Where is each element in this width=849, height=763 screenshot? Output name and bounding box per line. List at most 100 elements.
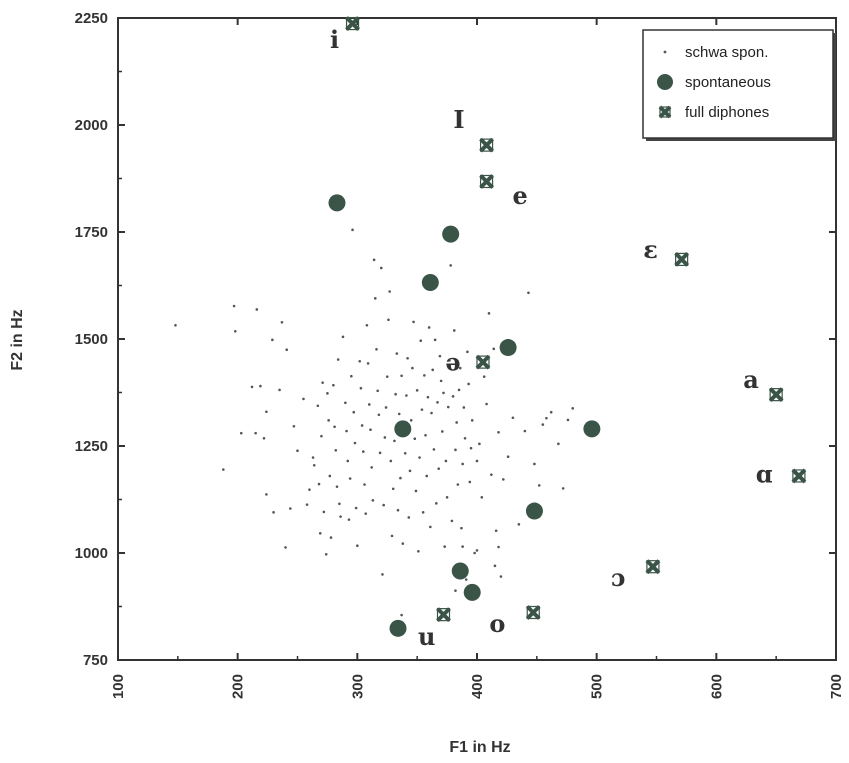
schwa-point bbox=[397, 412, 401, 416]
schwa-point bbox=[421, 511, 425, 514]
schwa-point bbox=[322, 510, 326, 514]
schwa-point bbox=[316, 404, 320, 408]
schwa-point bbox=[467, 382, 470, 386]
schwa-point bbox=[411, 366, 414, 370]
x-tick-label: 100 bbox=[110, 674, 127, 699]
schwa-point bbox=[413, 437, 417, 441]
schwa-point bbox=[443, 545, 446, 548]
schwa-point bbox=[370, 466, 373, 469]
schwa-point bbox=[454, 448, 457, 452]
schwa-point bbox=[460, 526, 463, 530]
schwa-point bbox=[376, 389, 379, 393]
x-tick-label: 300 bbox=[349, 674, 366, 699]
schwa-point bbox=[352, 410, 356, 414]
schwa-point bbox=[449, 264, 452, 267]
schwa-point bbox=[292, 425, 296, 428]
y-tick-label: 2000 bbox=[75, 117, 108, 134]
schwa-point bbox=[174, 324, 177, 327]
x-tick-label: 600 bbox=[708, 674, 725, 699]
x-tick-label: 500 bbox=[589, 674, 606, 699]
schwa-point bbox=[400, 613, 403, 617]
schwa-point bbox=[311, 456, 315, 459]
x-tick-label: 700 bbox=[828, 674, 845, 699]
schwa-point bbox=[405, 394, 408, 397]
schwa-point bbox=[362, 450, 365, 453]
y-tick-label: 2250 bbox=[75, 10, 108, 27]
vowel-label: o bbox=[489, 609, 505, 638]
diphone-cross bbox=[345, 16, 360, 31]
schwa-point bbox=[329, 536, 333, 539]
schwa-point bbox=[511, 416, 515, 420]
schwa-point bbox=[461, 462, 464, 466]
schwa-point bbox=[433, 338, 437, 342]
y-tick-label: 1250 bbox=[75, 438, 108, 455]
y-tick-label: 750 bbox=[83, 652, 108, 669]
schwa-point bbox=[233, 329, 237, 333]
diphone-box bbox=[479, 138, 494, 152]
schwa-point bbox=[426, 395, 430, 399]
schwa-point bbox=[318, 532, 322, 535]
schwa-point bbox=[418, 456, 421, 459]
schwa-point bbox=[389, 459, 393, 463]
schwa-point bbox=[255, 308, 259, 311]
full-diphone-point bbox=[479, 137, 494, 153]
schwa-point bbox=[390, 534, 394, 538]
diphone-cross bbox=[674, 251, 690, 267]
vowel-label: ɑ bbox=[756, 459, 773, 488]
schwa-point bbox=[364, 512, 368, 515]
schwa-point bbox=[439, 379, 443, 383]
schwa-point bbox=[265, 493, 268, 496]
schwa-point bbox=[419, 339, 423, 343]
full-diphone-point bbox=[768, 387, 784, 403]
vowel-label: u bbox=[418, 622, 435, 651]
diphone-cross bbox=[658, 105, 672, 119]
schwa-point bbox=[262, 436, 266, 440]
schwa-point bbox=[360, 424, 364, 427]
schwa-point bbox=[333, 425, 336, 429]
diphone-cross bbox=[479, 174, 494, 189]
spontaneous-point bbox=[499, 339, 517, 357]
schwa-point bbox=[475, 459, 479, 463]
schwa-point bbox=[278, 388, 281, 392]
schwa-point bbox=[339, 515, 342, 518]
schwa-point bbox=[385, 375, 389, 378]
vowel-labels: i Ie ɛ ə a ɑ ɔ o u bbox=[330, 25, 773, 651]
schwa-point bbox=[373, 297, 377, 300]
schwa-point bbox=[368, 403, 371, 406]
schwa-point bbox=[440, 430, 444, 433]
schwa-point bbox=[475, 549, 479, 552]
diphone-box bbox=[479, 174, 494, 189]
schwa-point bbox=[409, 419, 413, 422]
schwa-point bbox=[280, 321, 284, 324]
schwa-point bbox=[332, 383, 335, 387]
schwa-point bbox=[317, 482, 321, 486]
schwa-point bbox=[490, 473, 493, 476]
legend-box bbox=[642, 29, 834, 139]
x-tick-label: 200 bbox=[230, 674, 247, 699]
schwa-point bbox=[561, 487, 565, 490]
schwa-point bbox=[394, 392, 397, 396]
vowel-label: ɔ bbox=[611, 563, 626, 592]
schwa-point bbox=[395, 352, 399, 355]
schwa-point bbox=[296, 449, 299, 453]
schwa-point bbox=[492, 347, 496, 351]
schwa-point bbox=[417, 549, 420, 553]
schwa-point bbox=[446, 405, 450, 409]
schwa-point bbox=[506, 455, 510, 459]
schwa-point bbox=[414, 489, 418, 493]
full-diphone-point bbox=[479, 174, 494, 189]
vowel-label: ə bbox=[445, 348, 460, 377]
schwa-point bbox=[499, 575, 503, 578]
schwa-point bbox=[351, 228, 354, 232]
x-axis: 100 200 300 400 500 600 700 bbox=[110, 18, 845, 699]
diphone-box bbox=[659, 106, 671, 118]
x-axis-title: F1 in Hz bbox=[449, 739, 510, 756]
full-diphone-point bbox=[791, 468, 807, 484]
schwa-point bbox=[400, 374, 403, 378]
full-diphone-point bbox=[645, 559, 661, 575]
schwa-point bbox=[478, 442, 481, 446]
schwa-point bbox=[458, 366, 462, 370]
y-tick-label: 1000 bbox=[75, 545, 108, 562]
y-axis-title: F2 in Hz bbox=[9, 309, 26, 370]
schwa-point bbox=[401, 542, 405, 545]
